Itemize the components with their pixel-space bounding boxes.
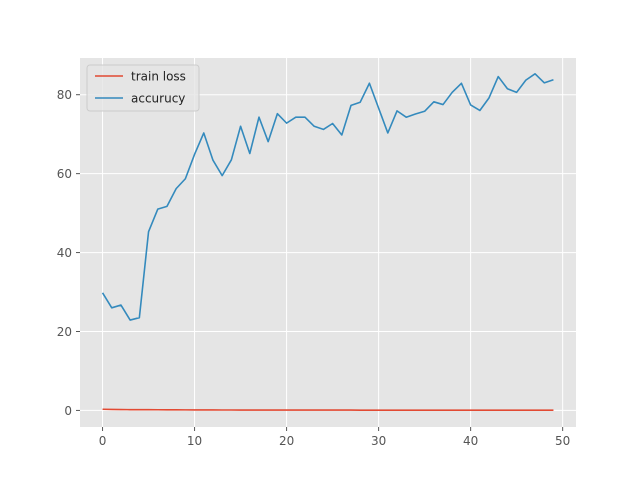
- x-tick-label: 20: [279, 434, 294, 448]
- legend: train loss accurucy: [86, 64, 200, 112]
- series-line-train-loss: [102, 408, 554, 412]
- plot-area: [80, 58, 576, 427]
- legend-label-train-loss: train loss: [131, 70, 186, 84]
- y-tick-label: 0: [64, 404, 72, 418]
- x-tick-label: 30: [371, 434, 386, 448]
- y-tick-label: 20: [57, 325, 72, 339]
- y-tick-label: 60: [57, 167, 72, 181]
- x-axis-ticks: 0 10 20 30 40 50: [99, 427, 570, 448]
- x-tick-label: 10: [187, 434, 202, 448]
- y-tick-label: 80: [57, 88, 72, 102]
- y-tick-label: 40: [57, 246, 72, 260]
- x-tick-label: 50: [555, 434, 570, 448]
- series-line-accurucy: [101, 72, 554, 321]
- y-axis-ticks: 0 20 40 60 80: [57, 88, 80, 418]
- series-lines: [101, 72, 554, 412]
- x-tick-label: 0: [99, 434, 107, 448]
- x-tick-label: 40: [463, 434, 478, 448]
- legend-label-accurucy: accurucy: [131, 92, 185, 106]
